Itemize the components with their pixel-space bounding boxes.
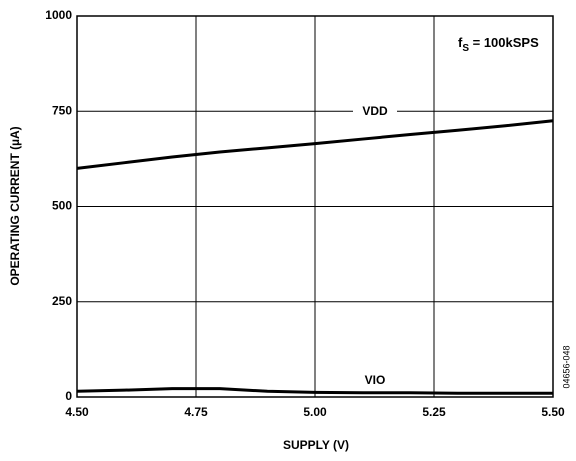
series-label-bg bbox=[353, 104, 397, 120]
annotation-rest: = 100kSPS bbox=[469, 35, 539, 50]
x-tick-label: 5.25 bbox=[422, 405, 446, 419]
y-axis-label: OPERATING CURRENT (µA) bbox=[8, 126, 22, 285]
x-tick-label: 5.00 bbox=[303, 405, 327, 419]
annotation-sub: S bbox=[462, 43, 469, 54]
x-tick-label: 4.50 bbox=[65, 405, 89, 419]
x-tick-label: 5.50 bbox=[541, 405, 565, 419]
x-axis-label: SUPPLY (V) bbox=[283, 438, 349, 452]
y-tick-label: 1000 bbox=[45, 8, 72, 22]
series-label: VIO bbox=[365, 373, 386, 387]
annotation-base: f bbox=[458, 35, 463, 50]
y-tick-label: 0 bbox=[65, 389, 72, 403]
series-line bbox=[76, 119, 554, 170]
series-label: VDD bbox=[362, 104, 388, 118]
figure-code: 04656-048 bbox=[561, 345, 571, 388]
annotation: fS = 100kSPS bbox=[458, 35, 539, 53]
x-tick-label: 4.75 bbox=[184, 405, 208, 419]
y-tick-label: 500 bbox=[52, 199, 72, 213]
plot-frame bbox=[76, 15, 554, 398]
series-line bbox=[76, 387, 553, 395]
series-label-bg bbox=[353, 373, 397, 389]
y-tick-label: 750 bbox=[52, 103, 72, 117]
y-tick-label: 250 bbox=[52, 294, 72, 308]
